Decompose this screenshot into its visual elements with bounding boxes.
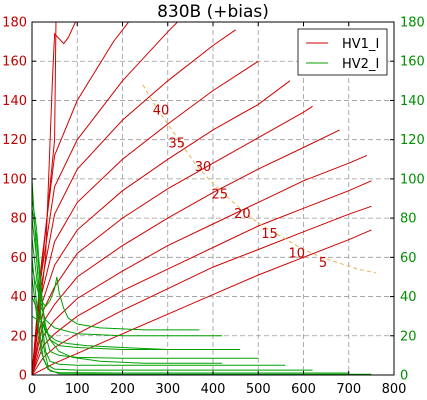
series-line-hv2-i-14 bbox=[32, 266, 200, 331]
y-tick-label-right: 20 bbox=[400, 329, 417, 344]
chart-title: 830B (+bias) bbox=[157, 2, 269, 22]
series-line-hv1-i-1 bbox=[32, 22, 77, 375]
ticks-layer: 0 100 200 300 400 500 600 700 800020406080100120… bbox=[2, 16, 425, 398]
series-line-hv2-i-16 bbox=[32, 198, 259, 359]
legend-box bbox=[297, 28, 388, 76]
series-line-hv2-i-13 bbox=[32, 178, 223, 337]
contour-label-5: 5 bbox=[319, 256, 327, 271]
series-line-hv1-i-12 bbox=[32, 229, 372, 375]
contour-label-30: 30 bbox=[195, 160, 212, 175]
series-line-hv1-i-4 bbox=[32, 29, 236, 375]
x-tick-label: 100 bbox=[65, 382, 90, 397]
series-line-hv2-i-17 bbox=[32, 218, 286, 366]
contour-label-40: 40 bbox=[153, 103, 170, 118]
series-line-hv2-i-20 bbox=[32, 276, 372, 375]
series-line-hv1-i-3 bbox=[32, 22, 179, 375]
series-line-hv1-i-8 bbox=[32, 129, 340, 375]
y-tick-label-right: 40 bbox=[400, 290, 417, 305]
contour-label-10: 10 bbox=[288, 246, 305, 261]
y-tick-label-left: 0 bbox=[19, 369, 27, 384]
x-tick-label: 300 bbox=[155, 382, 180, 397]
y-tick-label-left: 20 bbox=[10, 329, 27, 344]
series-line-hv1-i-2 bbox=[32, 22, 130, 375]
y-tick-label-right: 120 bbox=[400, 133, 425, 148]
y-tick-label-left: 100 bbox=[2, 172, 27, 187]
y-tick-label-right: 100 bbox=[400, 172, 425, 187]
x-tick-label: 600 bbox=[291, 382, 316, 397]
series-layer bbox=[32, 22, 377, 375]
contour-label-35: 35 bbox=[169, 137, 186, 152]
series-line-hv2-i-21 bbox=[32, 296, 182, 350]
contour-label-25: 25 bbox=[212, 188, 229, 203]
x-tick-label: 800 bbox=[382, 382, 407, 397]
dissipation-curve bbox=[142, 84, 377, 274]
y-tick-label-left: 160 bbox=[2, 55, 27, 70]
contour-label-20: 20 bbox=[234, 207, 251, 222]
series-line-hv2-i-18 bbox=[32, 237, 313, 371]
series-line-hv1-i-10 bbox=[32, 180, 372, 375]
x-tick-label: 500 bbox=[246, 382, 271, 397]
x-tick-label: 0 bbox=[28, 382, 36, 397]
series-line-hv1-i-6 bbox=[32, 80, 291, 375]
series-line-hv1-i-9 bbox=[32, 154, 368, 375]
y-tick-label-right: 80 bbox=[400, 212, 417, 227]
y-tick-label-left: 120 bbox=[2, 133, 27, 148]
y-tick-label-right: 60 bbox=[400, 251, 417, 266]
series-line-hv2-i-15 bbox=[32, 208, 241, 350]
y-tick-label-right: 0 bbox=[400, 369, 408, 384]
series-line-hv2-i-22 bbox=[32, 315, 223, 364]
series-line-hv1-i-5 bbox=[32, 60, 259, 375]
legend-label-hv1-i: HV1_I bbox=[342, 37, 379, 52]
x-tick-label: 200 bbox=[110, 382, 135, 397]
y-tick-label-right: 140 bbox=[400, 94, 425, 109]
y-tick-label-right: 160 bbox=[400, 55, 425, 70]
y-tick-label-left: 80 bbox=[10, 212, 27, 227]
legend-label-hv2-i: HV2_I bbox=[342, 57, 379, 72]
x-tick-label: 400 bbox=[201, 382, 226, 397]
series-line-hv1-i-11 bbox=[32, 205, 372, 375]
legend: HV1_I HV2_I bbox=[297, 28, 388, 76]
y-tick-label-left: 140 bbox=[2, 94, 27, 109]
series-line-hv1-i-7 bbox=[32, 105, 313, 375]
x-tick-label: 700 bbox=[336, 382, 361, 397]
y-tick-label-left: 40 bbox=[10, 290, 27, 305]
contour-label-15: 15 bbox=[261, 227, 278, 242]
y-tick-label-right: 180 bbox=[400, 16, 425, 31]
y-tick-label-left: 60 bbox=[10, 251, 27, 266]
y-tick-label-left: 180 bbox=[2, 16, 27, 31]
